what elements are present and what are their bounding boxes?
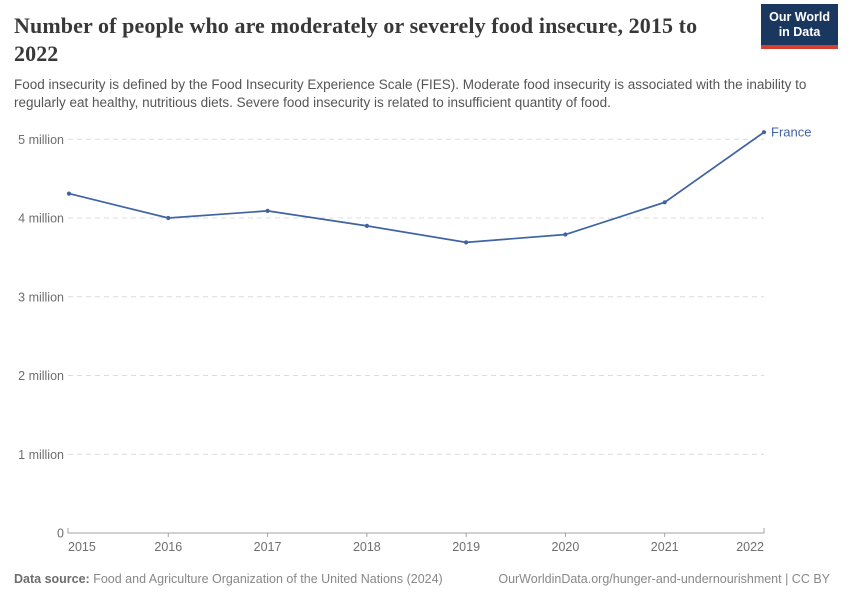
france-trend-line[interactable] [68,131,765,244]
data-point[interactable] [364,223,369,228]
x-axis-tick-label: 2016 [154,540,182,554]
data-source-text: Food and Agriculture Organization of the… [89,572,443,586]
data-point[interactable] [563,232,568,237]
x-axis-tick-label: 2017 [254,540,282,554]
y-axis-tick-label: 2 million [18,369,64,383]
chart-footer: Data source: Food and Agriculture Organi… [14,572,830,586]
data-point[interactable] [662,200,667,205]
owid-logo-line1: Our World [769,10,830,24]
y-axis-tick-label: 4 million [18,212,64,226]
data-point[interactable] [66,191,72,196]
chart-header: Number of people who are moderately or s… [14,12,836,111]
owid-citation-link[interactable]: OurWorldinData.org/hunger-and-undernouri… [498,572,830,586]
y-axis-tick-label: 1 million [18,448,64,462]
chart-title: Number of people who are moderately or s… [14,13,698,66]
x-axis-tick-label: 2015 [68,540,96,554]
x-axis-tick-label: 2018 [353,540,381,554]
data-point[interactable] [265,208,270,213]
owid-logo[interactable]: Our World in Data [761,4,838,49]
y-axis-tick-label: 3 million [18,290,64,304]
x-axis-line [67,528,765,534]
y-axis-tick-label: 5 million [18,133,64,147]
chart-subtitle: Food insecurity is defined by the Food I… [14,77,807,110]
data-point[interactable] [464,240,469,245]
x-axis-tick-label: 2019 [452,540,480,554]
y-axis-tick-label: 0 [57,527,64,541]
owid-logo-line2: in Data [778,25,821,39]
x-axis-tick-label: 2022 [736,540,764,554]
data-source-note: Data source: Food and Agriculture Organi… [14,572,443,586]
x-axis-tick-label: 2021 [651,540,679,554]
series-label-france: France [771,125,811,140]
data-point[interactable] [761,130,767,135]
data-source-label: Data source: [14,572,90,586]
data-point[interactable] [166,215,171,221]
x-axis-tick-label: 2020 [552,540,580,554]
